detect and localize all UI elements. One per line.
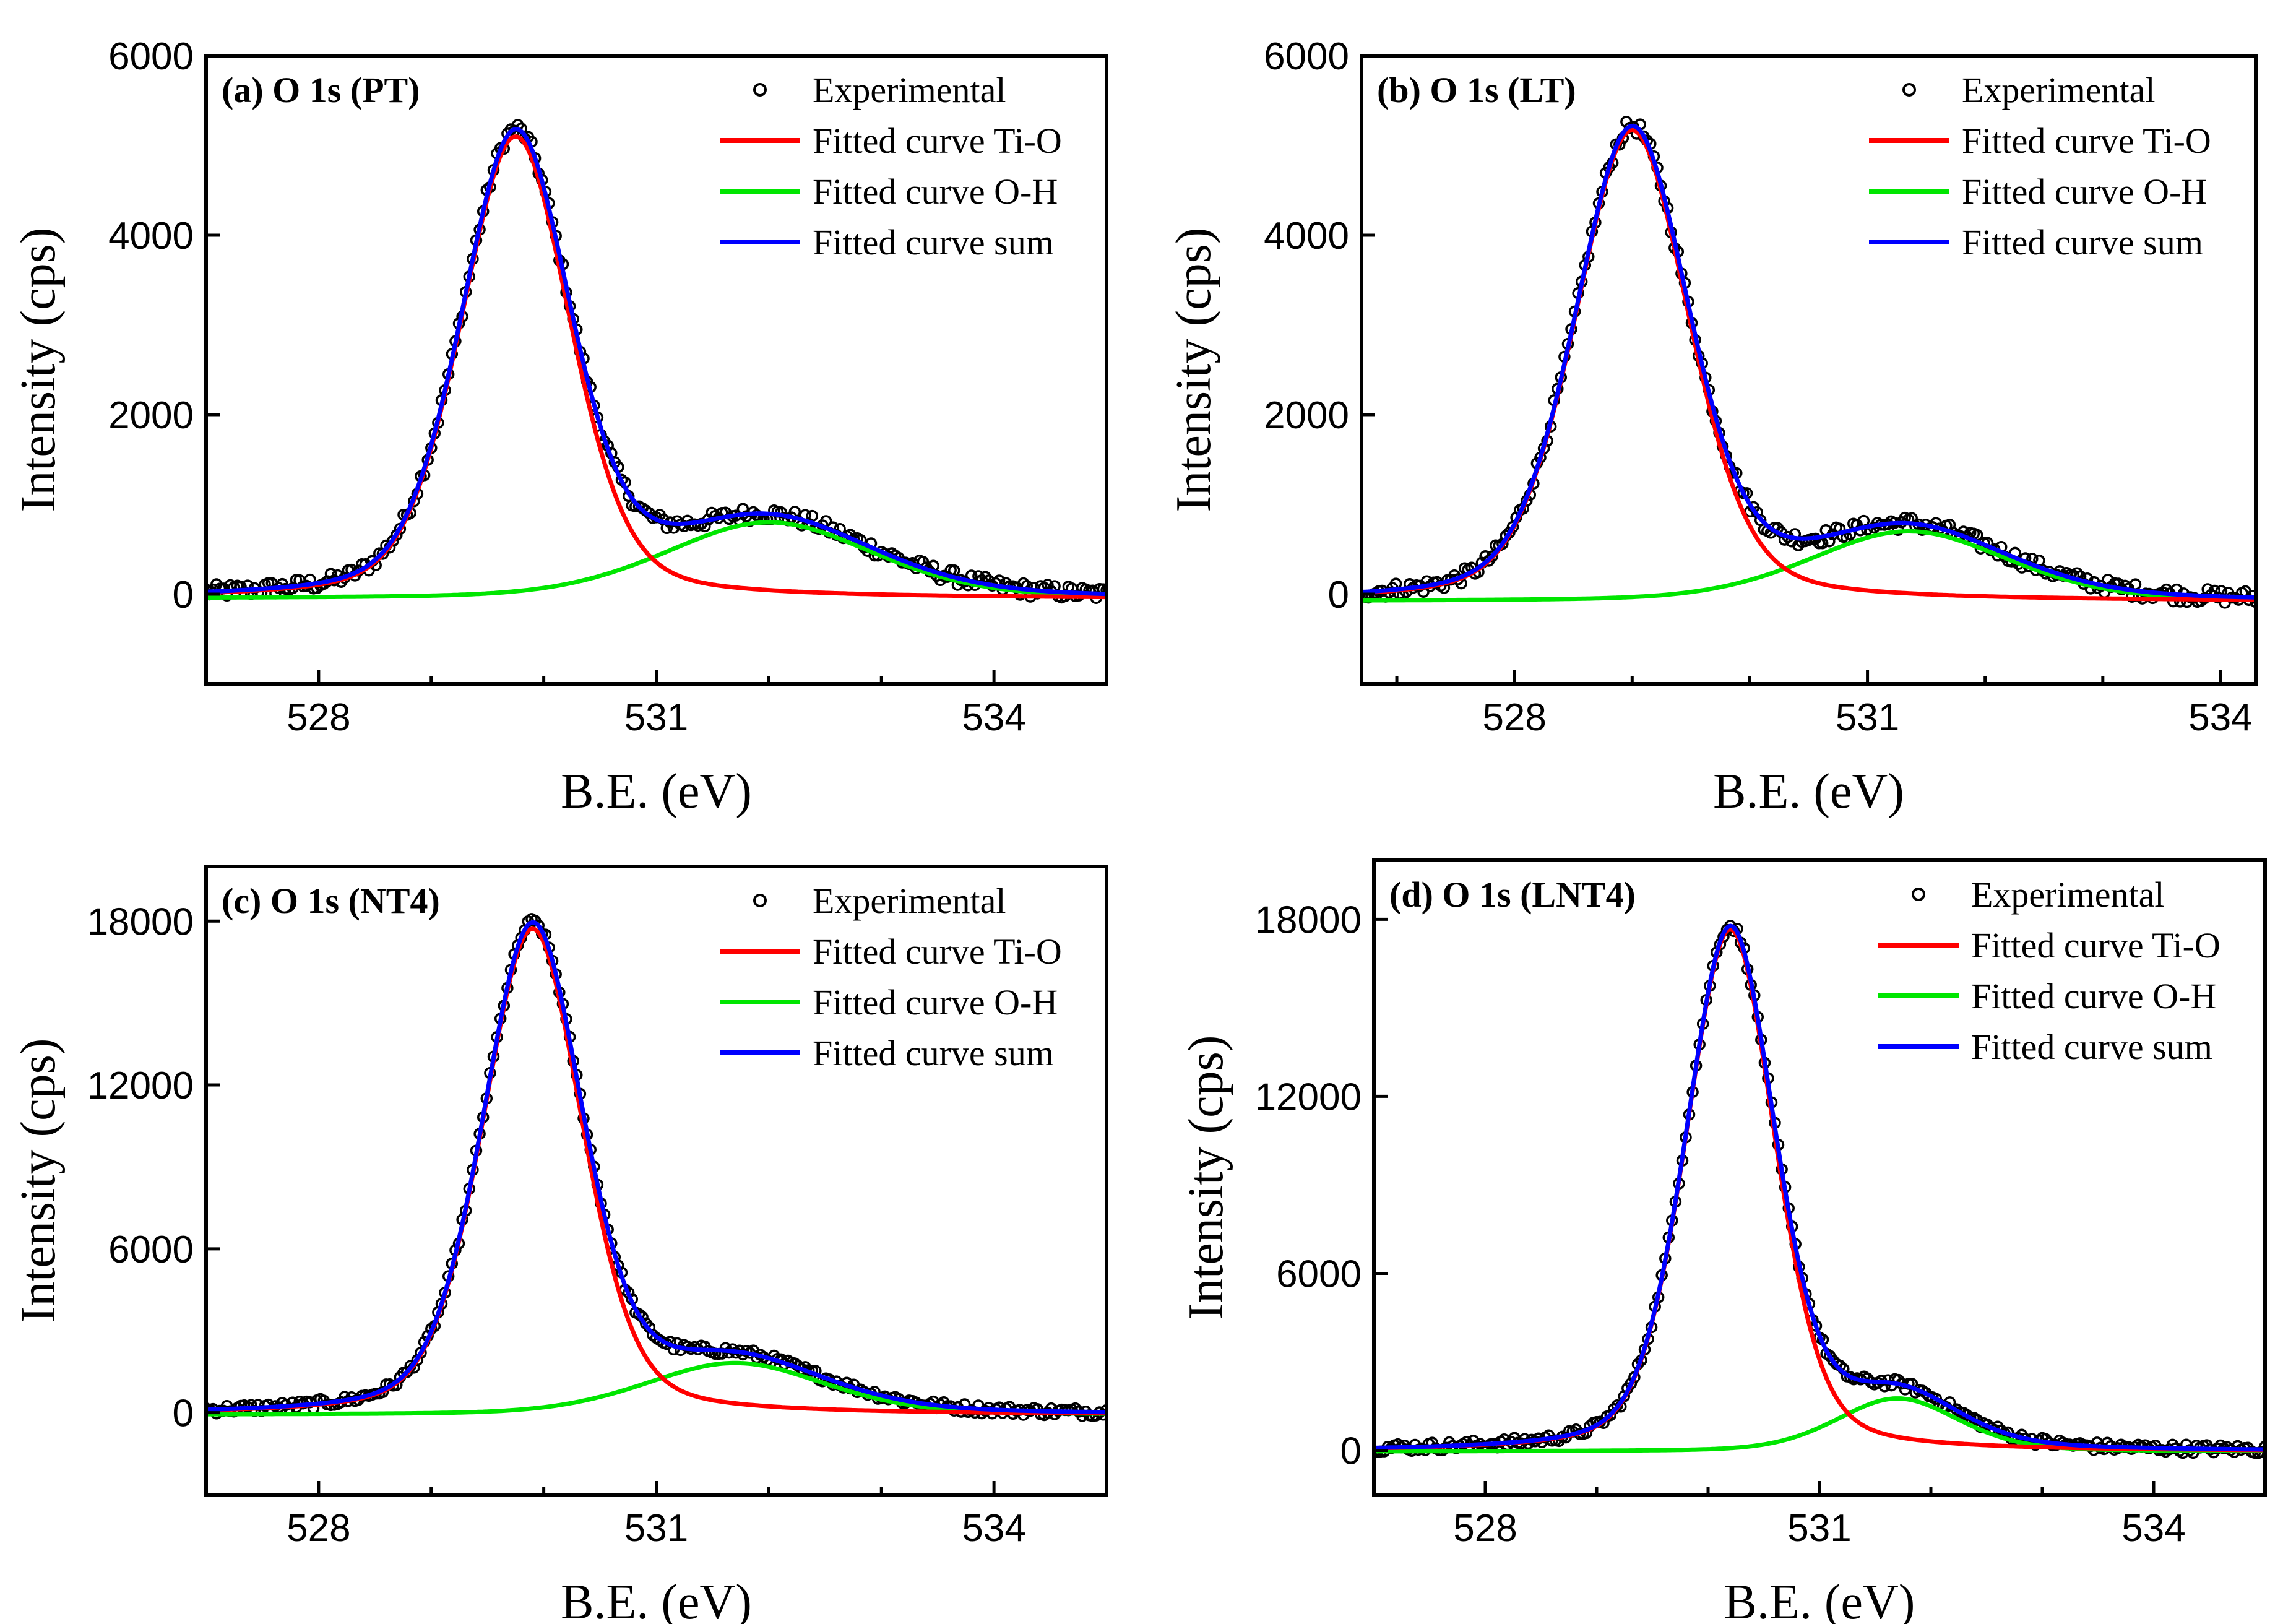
legend-label: Experimental <box>1971 875 2164 915</box>
panel-b: 528 531 534 0 2000 4000 6000 B.E. (eV) Intensity… <box>1167 35 2258 819</box>
legend-label: Experimental <box>1962 70 2155 110</box>
fitted-curve-oh <box>206 520 1107 600</box>
legend-marker-experimental <box>753 83 767 97</box>
panel-d: 528 531 534 0 6000 12000 18000 B.E. (eV) Intensi… <box>1179 858 2267 1624</box>
y-tick-label: 4000 <box>108 215 194 257</box>
experimental-point <box>1100 584 1107 597</box>
y-tick-label: 2000 <box>1264 394 1349 437</box>
legend-label: Fitted curve Ti-O <box>1962 121 2211 161</box>
legend-label: Fitted curve sum <box>813 222 1054 262</box>
x-tick-label: 528 <box>1453 1507 1517 1550</box>
legend-label: Fitted curve Ti-O <box>813 931 1062 972</box>
legend-label: Fitted curve Ti-O <box>1971 925 2220 965</box>
y-axis-title: Intensity (cps) <box>11 1039 66 1323</box>
panel-title: (a) O 1s (PT) <box>222 70 420 110</box>
fitted-curve-sum <box>206 127 1107 597</box>
x-tick-label: 531 <box>1787 1507 1851 1550</box>
y-tick-label: 0 <box>173 574 194 616</box>
y-tick-label: 6000 <box>108 35 194 78</box>
fitted-curve-sum <box>1374 923 2265 1452</box>
x-tick-label: 528 <box>287 696 350 739</box>
x-axis-title: B.E. (eV) <box>1724 1575 1915 1624</box>
legend-label: Fitted curve O-H <box>1971 976 2216 1016</box>
legend-label: Fitted curve Ti-O <box>813 121 1062 161</box>
x-tick-label: 534 <box>2188 696 2252 739</box>
plot-area <box>206 913 1107 1423</box>
legend-marker-experimental <box>1902 83 1916 97</box>
y-tick-label: 6000 <box>108 1229 194 1271</box>
y-tick-label: 2000 <box>108 394 194 437</box>
x-tick-label: 534 <box>962 1507 1025 1550</box>
legend-label: Fitted curve sum <box>1962 222 2203 262</box>
y-tick-label: 4000 <box>1264 215 1349 257</box>
legend: Experimental Fitted curve Ti-O Fitted curv… <box>1878 875 2220 1067</box>
y-tick-label: 12000 <box>1255 1076 1362 1118</box>
experimental-point <box>2259 1440 2265 1453</box>
plot-area <box>1362 116 2256 609</box>
x-tick-label: 534 <box>2121 1507 2185 1550</box>
y-tick-label: 12000 <box>87 1065 194 1107</box>
panel-title: (c) O 1s (NT4) <box>222 881 440 921</box>
fitted-curve-oh <box>1362 529 2256 603</box>
panel-title: (d) O 1s (LNT4) <box>1389 875 1636 915</box>
legend-label: Experimental <box>813 881 1006 921</box>
plot-area <box>1374 920 2265 1459</box>
plot-area <box>206 119 1107 604</box>
panel-title: (b) O 1s (LT) <box>1377 70 1576 110</box>
x-tick-label: 528 <box>1482 696 1546 739</box>
legend-label: Fitted curve O-H <box>1962 171 2207 212</box>
x-tick-label: 531 <box>624 696 688 739</box>
legend: Experimental Fitted curve Ti-O Fitted curv… <box>720 70 1062 262</box>
legend-marker-experimental <box>1912 888 1925 901</box>
experimental-point <box>2250 595 2256 608</box>
x-tick-label: 531 <box>624 1507 688 1550</box>
legend: Experimental Fitted curve Ti-O Fitted curv… <box>1869 70 2211 262</box>
x-tick-label: 534 <box>962 696 1025 739</box>
experimental-point <box>1486 550 1498 563</box>
y-axis-title: Intensity (cps) <box>1167 228 1221 512</box>
legend-label: Fitted curve O-H <box>813 171 1058 212</box>
y-axis-title: Intensity (cps) <box>11 228 66 512</box>
y-tick-label: 6000 <box>1264 35 1349 78</box>
x-axis-title: B.E. (eV) <box>561 1575 752 1624</box>
y-tick-label: 18000 <box>87 901 194 943</box>
legend: Experimental Fitted curve Ti-O Fitted curv… <box>720 881 1062 1073</box>
x-tick-label: 528 <box>287 1507 350 1550</box>
x-axis-title: B.E. (eV) <box>1713 764 1904 819</box>
legend-label: Experimental <box>813 70 1006 110</box>
x-axis-title: B.E. (eV) <box>561 764 752 819</box>
legend-label: Fitted curve sum <box>813 1033 1054 1073</box>
legend-label: Fitted curve O-H <box>813 982 1058 1022</box>
x-tick-label: 531 <box>1836 696 1899 739</box>
y-tick-label: 6000 <box>1276 1253 1362 1295</box>
legend-label: Fitted curve sum <box>1971 1027 2212 1067</box>
panel-c: 528 531 534 0 6000 12000 18000 B.E. (eV) Intensi… <box>11 865 1108 1624</box>
y-tick-label: 0 <box>173 1393 194 1435</box>
y-tick-label: 0 <box>1328 574 1349 616</box>
y-tick-label: 18000 <box>1255 899 1362 941</box>
experimental-point <box>1604 1409 1616 1422</box>
fitted-curve-sum <box>206 920 1107 1415</box>
panel-a: 528 531 534 0 2000 4000 6000 B.E. (eV) Intensity… <box>11 35 1108 819</box>
y-axis-title: Intensity (cps) <box>1179 1035 1233 1320</box>
plot-frame <box>1360 54 2258 686</box>
fitted-curve-sum <box>1362 123 2256 600</box>
y-tick-label: 0 <box>1340 1430 1362 1472</box>
legend-marker-experimental <box>753 894 767 907</box>
